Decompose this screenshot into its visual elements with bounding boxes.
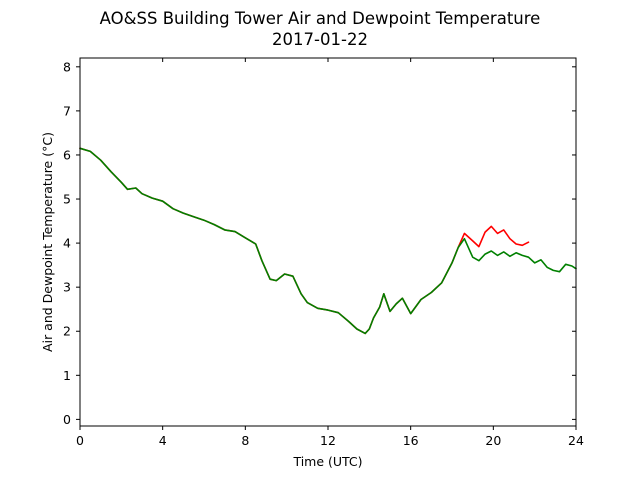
y-tick-label: 2 — [63, 324, 71, 339]
series-line-2 — [79, 147, 577, 335]
x-axis: 0 4 8 12 16 20 24 — [76, 58, 584, 448]
x-tick-label: 24 — [568, 433, 584, 448]
x-tick-label: 8 — [241, 433, 249, 448]
y-axis: 0 1 2 3 4 5 6 7 8 — [63, 59, 576, 427]
chart-subtitle: 2017-01-22 — [272, 30, 368, 49]
x-tick-label: 12 — [320, 433, 336, 448]
y-tick-label: 1 — [63, 368, 71, 383]
y-tick-label: 5 — [63, 192, 71, 207]
x-tick-label: 4 — [159, 433, 167, 448]
y-tick-label: 4 — [63, 236, 71, 251]
y-tick-label: 6 — [63, 147, 71, 162]
plot-frame — [79, 57, 577, 427]
x-tick-label: 0 — [76, 433, 84, 448]
x-tick-label: 16 — [403, 433, 419, 448]
y-tick-label: 3 — [63, 280, 71, 295]
series-line-1 — [79, 147, 530, 335]
y-tick-label: 8 — [63, 59, 71, 74]
x-tick-label: 20 — [485, 433, 501, 448]
x-axis-label: Time (UTC) — [292, 454, 362, 469]
plot-area — [79, 57, 577, 427]
y-tick-label: 7 — [63, 103, 71, 118]
series-layer — [79, 147, 577, 335]
y-axis-label: Air and Dewpoint Temperature (°C) — [40, 132, 55, 352]
chart-title: AO&SS Building Tower Air and Dewpoint Te… — [100, 9, 541, 28]
y-tick-label: 0 — [63, 412, 71, 427]
